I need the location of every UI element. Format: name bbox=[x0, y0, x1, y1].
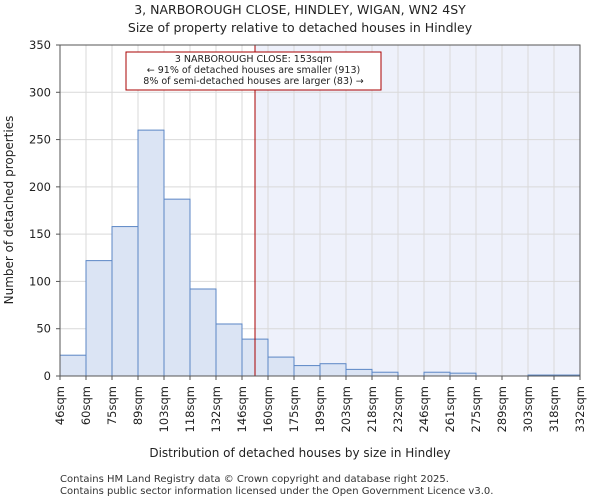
x-tick-label: 232sqm bbox=[391, 386, 405, 432]
x-tick-label: 332sqm bbox=[573, 386, 587, 432]
bar-175sqm bbox=[293, 365, 321, 377]
bar-246sqm bbox=[423, 371, 451, 377]
x-tick-label: 289sqm bbox=[495, 386, 509, 432]
x-tick-label: 218sqm bbox=[365, 386, 379, 432]
x-tick-label: 189sqm bbox=[313, 386, 327, 432]
x-tick-label: 303sqm bbox=[521, 386, 535, 432]
x-tick-label: 60sqm bbox=[79, 386, 93, 425]
plot-area: 0 50 100 150 200 250 300 350 46sqm 60sqm 75sqm 89s… bbox=[29, 38, 587, 432]
x-tick-label: 132sqm bbox=[209, 386, 223, 432]
x-tick-label: 103sqm bbox=[157, 386, 171, 432]
bar-218sqm bbox=[371, 371, 399, 377]
x-tick-label: 275sqm bbox=[469, 386, 483, 432]
x-tick-label: 118sqm bbox=[183, 386, 197, 432]
y-tick-label: 100 bbox=[29, 274, 51, 288]
y-tick-label: 50 bbox=[36, 322, 51, 336]
annotation-box: 3 NARBOROUGH CLOSE: 153sqm ← 91% of deta… bbox=[125, 51, 382, 91]
footer-line-1: Contains HM Land Registry data © Crown c… bbox=[60, 474, 449, 485]
x-axis-ticks: 46sqm 60sqm 75sqm 89sqm 103sqm 118sqm 132sqm 14… bbox=[53, 376, 587, 432]
bar-60sqm bbox=[85, 260, 113, 377]
x-tick-label: 89sqm bbox=[131, 386, 145, 425]
annotation-frame bbox=[125, 51, 382, 91]
bar-203sqm bbox=[345, 368, 373, 377]
bar-160sqm bbox=[267, 356, 295, 377]
bar-132sqm bbox=[215, 323, 243, 377]
bar-103sqm bbox=[163, 198, 191, 377]
y-tick-label: 0 bbox=[44, 369, 51, 383]
chart-subtitle: Size of property relative to detached ho… bbox=[128, 20, 473, 35]
y-tick-label: 350 bbox=[29, 38, 51, 52]
y-axis-label: Number of detached properties bbox=[2, 116, 16, 305]
y-tick-label: 250 bbox=[29, 133, 51, 147]
x-tick-label: 203sqm bbox=[339, 386, 353, 432]
bar-89sqm bbox=[137, 129, 165, 377]
annotation-line-2: ← 91% of detached houses are smaller (91… bbox=[147, 65, 360, 76]
y-tick-label: 200 bbox=[29, 180, 51, 194]
y-tick-label: 150 bbox=[29, 227, 51, 241]
bar-189sqm bbox=[319, 363, 347, 377]
x-tick-label: 175sqm bbox=[287, 386, 301, 432]
chart-title: 3, NARBOROUGH CLOSE, HINDLEY, WIGAN, WN2… bbox=[134, 2, 466, 17]
x-axis-label: Distribution of detached houses by size … bbox=[149, 446, 450, 460]
x-tick-label: 246sqm bbox=[417, 386, 431, 432]
x-tick-label: 160sqm bbox=[261, 386, 275, 432]
y-axis-ticks: 0 50 100 150 200 250 300 350 bbox=[29, 38, 60, 383]
highlight-region bbox=[255, 45, 580, 376]
x-tick-label: 318sqm bbox=[547, 386, 561, 432]
annotation-line-3: 8% of semi-detached houses are larger (8… bbox=[143, 76, 363, 87]
bar-118sqm bbox=[189, 288, 217, 377]
gridlines bbox=[60, 45, 580, 376]
x-tick-label: 75sqm bbox=[105, 386, 119, 425]
bar-75sqm bbox=[111, 226, 139, 377]
bar-46sqm bbox=[59, 354, 87, 377]
y-tick-label: 300 bbox=[29, 85, 51, 99]
x-tick-label: 146sqm bbox=[235, 386, 249, 432]
x-tick-label: 261sqm bbox=[443, 386, 457, 432]
x-tick-label: 46sqm bbox=[53, 386, 67, 425]
footer-line-2: Contains public sector information licen… bbox=[60, 486, 493, 497]
annotation-line-1: 3 NARBOROUGH CLOSE: 153sqm bbox=[175, 54, 332, 65]
